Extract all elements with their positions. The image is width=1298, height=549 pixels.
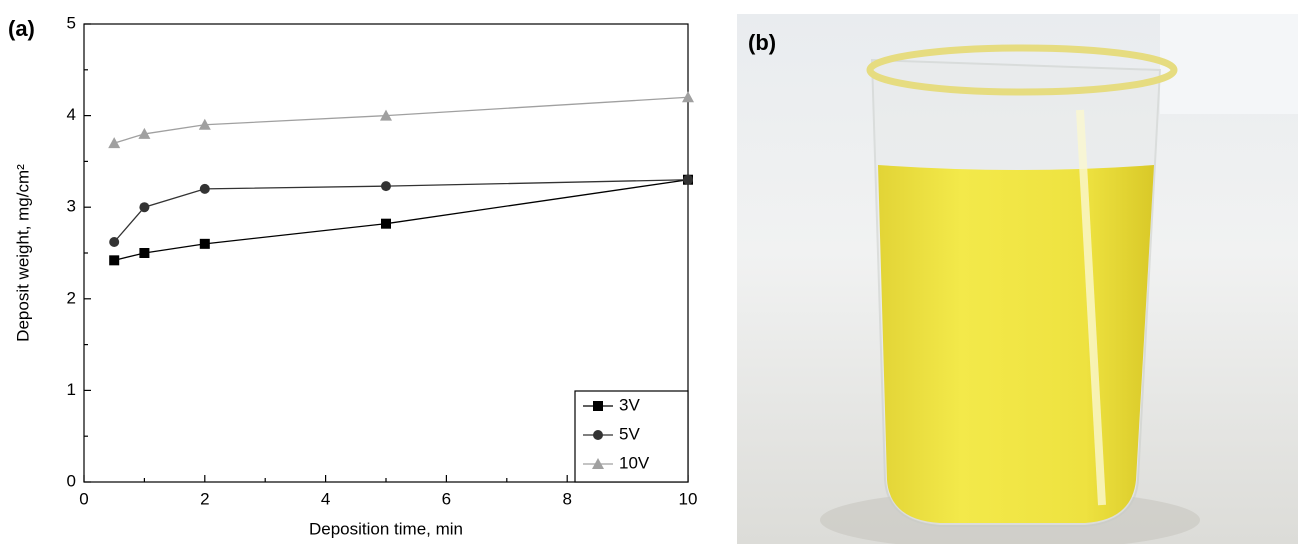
y-tick-label: 0 (67, 471, 76, 490)
data-point (139, 248, 150, 258)
data-point (199, 183, 210, 194)
x-tick-label: 10 (679, 489, 698, 508)
data-point (682, 91, 694, 103)
x-tick-label: 8 (562, 489, 571, 508)
data-point (683, 174, 693, 185)
photo: (b) (737, 14, 1298, 549)
legend-label: 3V (619, 395, 640, 414)
data-point (108, 137, 121, 149)
data-point (109, 237, 120, 248)
beaker-rim (866, 44, 1178, 96)
data-point (381, 218, 391, 229)
legend-marker (593, 430, 603, 440)
data-point (381, 181, 391, 192)
legend-label: 10V (619, 453, 650, 472)
y-tick-label: 4 (67, 105, 76, 124)
y-axis-label: Deposit weight, mg/cm² (13, 164, 32, 342)
y-tick-label: 2 (67, 288, 76, 307)
x-tick-label: 2 (200, 489, 209, 508)
data-point (109, 255, 120, 266)
x-tick-label: 4 (321, 489, 330, 508)
panel-label: (a) (8, 16, 35, 41)
legend-marker (593, 401, 603, 411)
x-tick-label: 0 (79, 489, 88, 508)
data-point (138, 127, 151, 139)
data-point (198, 118, 211, 130)
data-point (199, 238, 210, 249)
series-line (114, 96, 689, 144)
glass-rod (1076, 109, 1106, 506)
data-point (380, 109, 392, 121)
y-tick-label: 3 (67, 197, 76, 216)
beaker-liquid (878, 165, 1154, 523)
photo-wall (1160, 14, 1298, 114)
x-tick-label: 6 (442, 489, 451, 508)
legend-label: 5V (619, 424, 640, 443)
y-tick-label: 1 (67, 380, 76, 399)
y-tick-label: 5 (67, 13, 76, 32)
data-point (139, 202, 150, 213)
x-axis-label: Deposition time, min (309, 519, 463, 538)
legend-marker (592, 458, 604, 469)
panel-label: (b) (748, 30, 776, 55)
